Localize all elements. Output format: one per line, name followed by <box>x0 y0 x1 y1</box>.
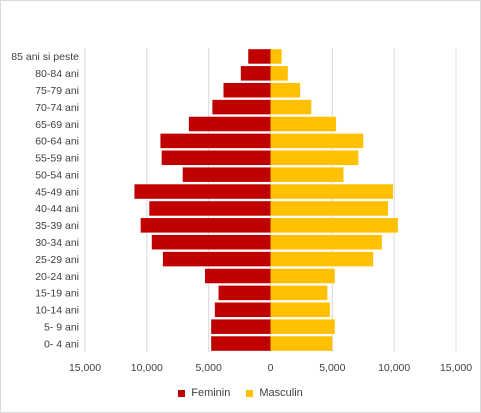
bar-feminin <box>248 49 271 64</box>
bar-masculin <box>270 201 388 216</box>
x-axis-tick-labels: 15,000 10,000 5,000 0 5,000 10,000 15,000 <box>69 362 472 374</box>
category-labels: 85 ani si peste 80-84 ani 75-79 ani 70-74 a… <box>11 51 79 350</box>
category-label: 75-79 ani <box>35 85 79 97</box>
bar-masculin <box>270 167 344 182</box>
category-label: 60-64 ani <box>35 136 79 148</box>
category-label: 55-59 ani <box>35 153 79 165</box>
x-tick-label: 15,000 <box>440 362 472 374</box>
category-label: 25-29 ani <box>35 254 79 266</box>
bar-feminin <box>188 116 271 132</box>
bar-feminin <box>211 336 271 351</box>
bar-feminin <box>151 234 271 250</box>
bar-masculin <box>270 82 301 98</box>
legend-label-masculin: Masculin <box>259 387 303 399</box>
category-label: 10-14 ani <box>35 305 79 317</box>
legend-swatch-feminin <box>178 389 186 397</box>
category-label: 85 ani si peste <box>11 51 79 63</box>
bar-masculin <box>270 302 330 318</box>
bar-feminin <box>223 82 271 98</box>
x-tick-label: 5,000 <box>319 362 345 374</box>
bar-masculin <box>270 251 374 267</box>
x-tick-label: 10,000 <box>378 362 410 374</box>
bar-feminin <box>204 268 271 284</box>
category-label: 80-84 ani <box>35 68 79 80</box>
category-label: 70-74 ani <box>35 102 79 114</box>
bar-feminin <box>160 133 271 149</box>
bar-masculin <box>270 285 328 301</box>
category-label: 0- 4 ani <box>44 338 79 350</box>
bar-masculin <box>270 99 312 115</box>
bar-feminin <box>140 218 271 233</box>
x-tick-label: 5,000 <box>196 362 222 374</box>
category-label: 35-39 ani <box>35 220 79 232</box>
bar-feminin <box>240 66 271 81</box>
x-tick-label: 0 <box>268 362 274 374</box>
bar-masculin <box>270 116 337 132</box>
bar-feminin <box>211 319 271 334</box>
category-label: 30-34 ani <box>35 237 79 249</box>
legend-swatch-masculin <box>246 389 254 397</box>
gridlines <box>84 48 457 352</box>
bar-masculin <box>270 336 333 351</box>
bar-feminin <box>134 184 271 199</box>
bar-masculin <box>270 49 282 64</box>
x-tick-label: 15,000 <box>69 362 101 374</box>
bar-masculin <box>270 234 382 250</box>
category-label: 5- 9 ani <box>44 321 79 333</box>
bar-masculin <box>270 150 359 166</box>
bar-masculin <box>270 218 398 233</box>
bar-feminin <box>162 251 271 267</box>
bar-feminin <box>182 167 271 182</box>
bar-masculin <box>270 319 335 334</box>
x-tick-label: 10,000 <box>131 362 163 374</box>
category-label: 50-54 ani <box>35 169 79 181</box>
category-label: 65-69 ani <box>35 119 79 131</box>
legend: Feminin Masculin <box>0 384 481 402</box>
bar-feminin <box>212 99 271 115</box>
bar-masculin <box>270 268 335 284</box>
bar-feminin <box>149 201 271 216</box>
bar-feminin <box>214 302 271 318</box>
legend-item-masculin: Masculin <box>246 387 303 399</box>
category-label: 40-44 ani <box>35 203 79 215</box>
bar-masculin <box>270 66 288 81</box>
bar-masculin <box>270 184 393 199</box>
category-label: 20-24 ani <box>35 271 79 283</box>
category-label: 15-19 ani <box>35 288 79 300</box>
bar-feminin <box>218 285 271 301</box>
bars <box>134 49 398 351</box>
bar-feminin <box>161 150 271 166</box>
legend-label-feminin: Feminin <box>191 387 231 399</box>
legend-item-feminin: Feminin <box>178 387 230 399</box>
category-label: 45-49 ani <box>35 186 79 198</box>
bar-masculin <box>270 133 364 149</box>
